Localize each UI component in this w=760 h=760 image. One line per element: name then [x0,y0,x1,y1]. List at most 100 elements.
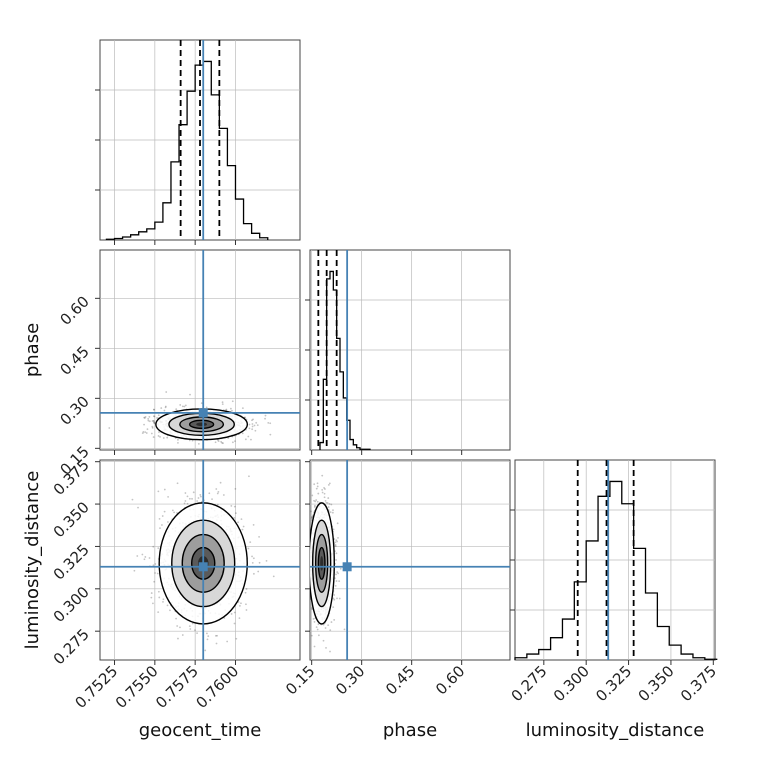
sample-point [251,425,254,428]
sample-point [181,405,184,408]
sample-point [161,515,164,517]
sample-point [215,642,218,645]
sample-point [222,442,224,445]
sample-point [272,575,275,578]
sample-point [217,440,220,443]
density-contour [196,422,208,427]
sample-point [157,435,160,437]
sample-point [152,408,155,411]
sample-point [336,571,339,573]
sample-point [253,424,256,427]
sample-point [234,487,237,490]
sample-point [220,440,223,443]
sample-point [321,474,324,477]
sample-point [311,515,314,518]
sample-point [197,442,200,445]
sample-point [192,491,195,494]
sample-point [245,609,248,611]
sample-point [251,561,254,564]
sample-point [241,407,244,410]
sample-point [158,431,160,434]
sample-point [157,414,160,417]
sample-point [336,522,339,525]
truth-marker [342,562,352,572]
sample-point [321,491,324,494]
sample-point [325,646,327,649]
sample-point [269,433,272,436]
sample-point [244,438,247,441]
sample-point [144,556,147,558]
sample-point [183,502,186,505]
sample-point [256,424,259,426]
sample-point [150,596,153,599]
sample-point [330,503,333,506]
sample-point [147,419,150,422]
sample-point [336,540,339,543]
x-axis-label-luminosity_distance: luminosity_distance [526,720,705,741]
sample-point [258,535,260,538]
sample-point [150,592,153,594]
sample-point [207,635,210,638]
truth-marker [198,408,208,418]
sample-point [216,634,218,637]
sample-point [151,425,154,428]
sample-point [194,629,196,632]
sample-point [162,600,164,603]
sample-point [177,637,179,640]
sample-point [334,584,337,587]
panel-geocent_time-vs-phase [95,249,301,455]
sample-point [233,622,236,625]
sample-point [264,414,267,417]
sample-point [152,545,155,548]
sample-point [265,559,268,562]
sample-point [141,553,144,556]
sample-point [251,555,253,558]
y-tick-label: 0.275 [50,625,93,668]
sample-point [328,482,331,485]
sample-point [307,573,309,575]
sample-point [159,527,161,529]
sample-point [231,441,234,444]
y-tick-label: 0.60 [56,292,92,328]
sample-point [147,417,150,420]
sample-point [329,511,332,514]
x-tick-label: 0.7525 [71,662,121,712]
sample-point [141,432,144,434]
sample-point [308,577,310,579]
sample-point [173,511,176,514]
sample-point [167,521,169,523]
sample-point [248,475,250,478]
sample-point [199,495,202,498]
sample-point [264,417,266,420]
sample-point [310,607,313,609]
sample-point [153,408,155,411]
sample-point [315,626,318,629]
sample-point [137,506,139,509]
sample-point [148,557,151,559]
sample-point [215,488,218,490]
sample-point [333,594,336,596]
sample-point [306,551,308,553]
sample-point [206,632,208,635]
sample-point [333,619,336,621]
sample-point [255,421,258,424]
sample-point [305,551,307,553]
sample-point [338,597,341,600]
sample-point [208,492,211,495]
sample-point [317,492,320,495]
sample-point [310,527,311,530]
sample-point [239,604,241,607]
sample-point [324,488,326,490]
sample-point [337,572,340,575]
sample-point [244,416,246,419]
sample-point [164,405,167,408]
sample-point [150,432,153,435]
sample-point [179,626,181,629]
sample-point [238,617,241,620]
sample-point [143,416,146,419]
sample-point [163,409,166,412]
sample-point [313,499,315,502]
sample-point [191,497,193,500]
sample-point [304,510,306,512]
